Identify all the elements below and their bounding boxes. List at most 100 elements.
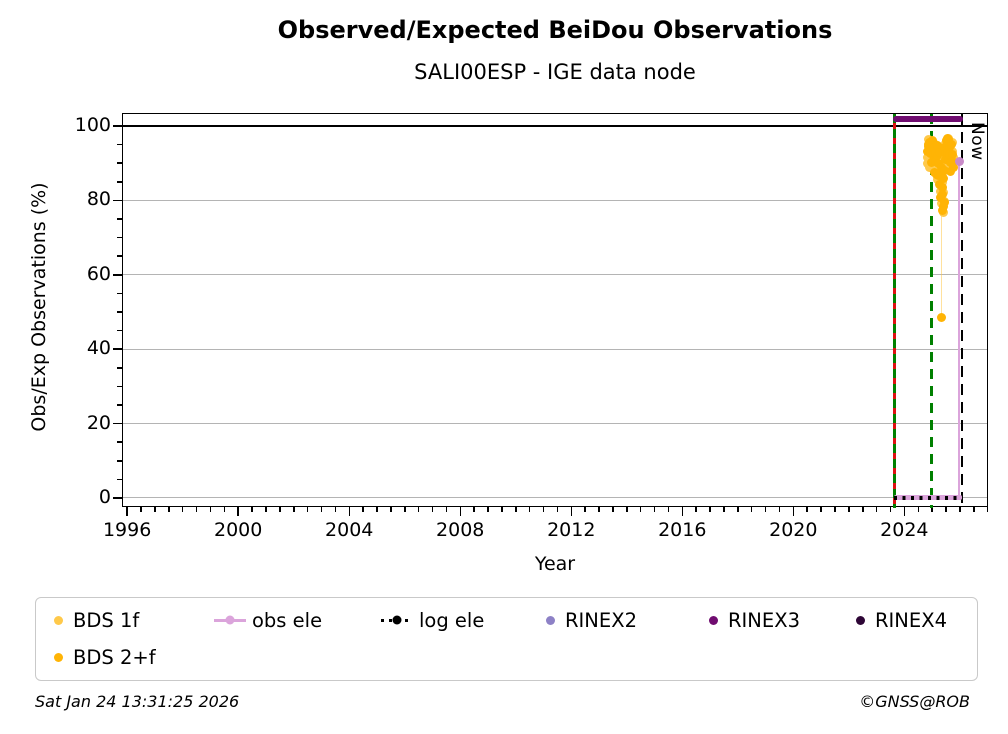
x-minor-tick bbox=[917, 507, 920, 512]
copyright: ©GNSS@ROB bbox=[859, 692, 970, 711]
y-minor-tick bbox=[117, 218, 122, 220]
scatter-point bbox=[938, 206, 948, 216]
y-major-tick bbox=[113, 348, 122, 350]
log-ele-dotted bbox=[894, 496, 963, 500]
x-minor-tick bbox=[431, 507, 434, 512]
x-minor-tick bbox=[209, 507, 212, 512]
legend-dot-icon bbox=[709, 615, 718, 625]
x-minor-tick bbox=[154, 507, 156, 512]
x-minor-tick bbox=[279, 507, 281, 512]
rinex3-bar bbox=[893, 116, 963, 123]
legend-marker-dot bbox=[392, 615, 402, 625]
bds-connector-line bbox=[940, 205, 942, 318]
scatter-point bbox=[948, 163, 958, 173]
x-minor-tick bbox=[501, 507, 503, 512]
scatter-point bbox=[940, 197, 950, 207]
x-major-tick bbox=[792, 507, 795, 516]
x-minor-tick bbox=[515, 507, 517, 512]
scatter-point bbox=[936, 313, 946, 322]
now-annotation: Now bbox=[967, 122, 988, 161]
legend-label: RINEX4 bbox=[875, 608, 947, 632]
legend-dot-icon bbox=[54, 652, 63, 662]
x-minor-tick bbox=[473, 507, 475, 512]
x-minor-tick bbox=[390, 507, 392, 512]
y-major-tick bbox=[113, 125, 122, 127]
scatter-point bbox=[935, 147, 945, 157]
chart-subtitle: SALI00ESP - IGE data node bbox=[414, 60, 696, 84]
scatter-point bbox=[938, 190, 948, 200]
legend-dot-icon bbox=[54, 615, 63, 625]
legend-item-rinex2: RINEX2 bbox=[546, 607, 637, 633]
x-major-tick bbox=[459, 507, 462, 516]
x-minor-tick bbox=[778, 507, 781, 512]
y-minor-tick bbox=[117, 162, 122, 164]
y-minor-tick bbox=[117, 329, 122, 332]
y-tick-label: 100 bbox=[74, 113, 111, 136]
legend-item-bds-1f: BDS 1f bbox=[54, 607, 139, 633]
legend-item-bds-2-f: BDS 2+f bbox=[54, 644, 156, 670]
scatter-point bbox=[943, 134, 953, 144]
legend-label: BDS 2+f bbox=[73, 645, 156, 669]
y-minor-tick bbox=[117, 236, 122, 239]
legend-item-obs-ele: obs ele bbox=[214, 607, 322, 633]
x-minor-tick bbox=[695, 507, 697, 512]
timestamp: Sat Jan 24 13:31:25 2026 bbox=[35, 692, 240, 711]
x-minor-tick bbox=[542, 507, 545, 512]
grid-line bbox=[123, 423, 987, 425]
x-minor-tick bbox=[875, 507, 878, 512]
legend-item-rinex4: RINEX4 bbox=[856, 607, 947, 633]
scatter-point bbox=[933, 158, 943, 168]
x-minor-tick bbox=[556, 507, 559, 512]
y-major-tick bbox=[113, 497, 122, 499]
scatter-point bbox=[947, 140, 957, 150]
x-minor-tick bbox=[320, 507, 323, 512]
y-major-tick bbox=[113, 422, 122, 425]
y-major-tick bbox=[113, 274, 122, 276]
x-minor-tick bbox=[626, 507, 628, 512]
x-tick-label: 2016 bbox=[658, 519, 707, 541]
x-minor-tick bbox=[362, 507, 364, 512]
x-minor-tick bbox=[140, 507, 142, 512]
legend-label: RINEX3 bbox=[728, 608, 800, 632]
x-minor-tick bbox=[598, 507, 600, 512]
x-minor-tick bbox=[223, 507, 226, 512]
y-tick-label: 40 bbox=[86, 337, 111, 360]
x-minor-tick bbox=[889, 507, 892, 512]
scatter-point bbox=[939, 174, 949, 184]
x-minor-tick bbox=[862, 507, 864, 512]
x-minor-tick bbox=[820, 507, 822, 512]
legend-line-icon bbox=[214, 615, 246, 625]
x-tick-label: 2024 bbox=[880, 519, 929, 541]
x-minor-tick bbox=[723, 507, 725, 512]
legend-label: RINEX2 bbox=[565, 608, 637, 632]
legend-dot-icon bbox=[546, 615, 555, 625]
y-major-tick bbox=[113, 199, 122, 202]
legend-label: log ele bbox=[419, 608, 485, 632]
y-tick-label: 60 bbox=[86, 262, 111, 285]
y-minor-tick bbox=[117, 311, 122, 313]
x-minor-tick bbox=[612, 507, 614, 512]
x-minor-tick bbox=[168, 507, 170, 512]
x-minor-tick bbox=[528, 507, 531, 512]
x-tick-label: 2008 bbox=[436, 519, 485, 541]
x-axis-label: Year bbox=[534, 553, 576, 575]
grid-line bbox=[123, 497, 987, 499]
y-minor-tick bbox=[117, 181, 122, 183]
x-minor-tick bbox=[931, 507, 933, 512]
x-minor-tick bbox=[764, 507, 767, 512]
grid-line bbox=[123, 199, 987, 201]
grid-line bbox=[123, 125, 987, 128]
x-minor-tick bbox=[848, 507, 850, 512]
x-tick-label: 2000 bbox=[214, 519, 263, 541]
legend-label: BDS 1f bbox=[73, 608, 140, 632]
x-minor-tick bbox=[709, 507, 711, 512]
x-tick-label: 2004 bbox=[325, 519, 374, 541]
x-minor-tick bbox=[750, 507, 753, 512]
x-major-tick bbox=[348, 507, 350, 516]
x-major-tick bbox=[570, 507, 573, 516]
y-minor-tick bbox=[117, 441, 122, 443]
legend-dotted-line-icon bbox=[381, 615, 413, 625]
legend: BDS 1f obs ele log ele RINEX2 RINEX3 RINEX4 BD… bbox=[35, 597, 978, 681]
x-minor-tick bbox=[584, 507, 586, 512]
